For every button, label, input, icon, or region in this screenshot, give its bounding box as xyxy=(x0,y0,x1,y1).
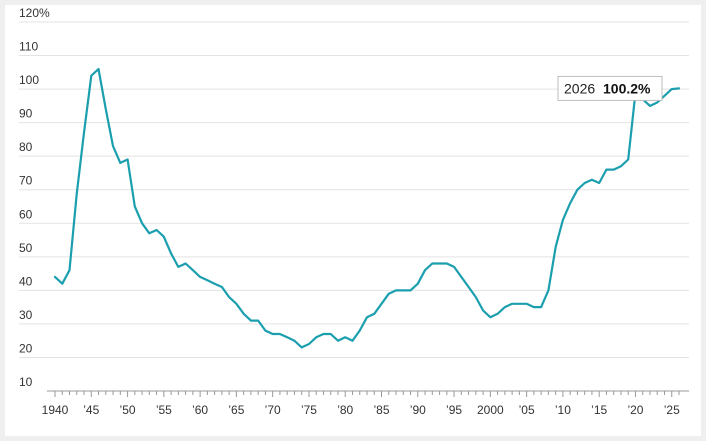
x-tick-label-1960: ’60 xyxy=(192,403,208,417)
y-tick-label-60: 60 xyxy=(19,207,33,221)
y-axis-labels: 10 20 30 40 50 60 70 80 90 100 110 120% xyxy=(19,6,50,389)
callout-year: 2026 xyxy=(564,80,595,96)
x-tick-label-2000: 2000 xyxy=(477,403,504,417)
y-tick-label-10: 10 xyxy=(19,375,33,389)
x-tick-label-1980: ’80 xyxy=(337,403,353,417)
x-tick-label-2010: ’10 xyxy=(555,403,571,417)
y-tick-label-30: 30 xyxy=(19,308,33,322)
callout-box xyxy=(557,75,663,101)
x-tick-label-1995: ’95 xyxy=(446,403,462,417)
y-tick-label-40: 40 xyxy=(19,274,33,288)
x-tick-label-1940: 1940 xyxy=(42,403,69,417)
x-tick-label-1975: ’75 xyxy=(301,403,317,417)
x-tick-label-2020: ’20 xyxy=(627,403,643,417)
series-layer xyxy=(53,67,681,349)
y-tick-label-90: 90 xyxy=(19,107,33,121)
x-axis: 1940 ’45 ’50 ’55 ’60 ’65 ’70 ’75 ’80 ’85 ’90 ’95 200… xyxy=(42,390,689,417)
x-tick-label-2025: ’25 xyxy=(664,403,680,417)
x-tick-label-1990: ’90 xyxy=(410,403,426,417)
debt-line-chart: 10 20 30 40 50 60 70 80 90 100 110 120% 1940 ’45 ’50 ’… xyxy=(19,6,689,417)
y-tick-label-50: 50 xyxy=(19,241,33,255)
x-tick-label-1945: ’45 xyxy=(83,403,99,417)
value-callout: 2026 100.2% xyxy=(557,75,663,101)
x-tick-label-1970: ’70 xyxy=(265,403,281,417)
y-tick-label-70: 70 xyxy=(19,174,33,188)
y-tick-label-100: 100 xyxy=(19,73,39,87)
x-tick-label-1955: ’55 xyxy=(156,403,172,417)
x-tick-label-1985: ’85 xyxy=(374,403,390,417)
x-tick-label-1965: ’65 xyxy=(228,403,244,417)
y-tick-label-120: 120% xyxy=(19,6,50,20)
x-tick-label-1950: ’50 xyxy=(120,403,136,417)
chart-frame: 10 20 30 40 50 60 70 80 90 100 110 120% 1940 ’45 ’50 ’… xyxy=(5,5,701,436)
y-tick-label-80: 80 xyxy=(19,140,33,154)
x-tick-label-2005: ’05 xyxy=(519,403,535,417)
x-tick-label-2015: ’15 xyxy=(591,403,607,417)
callout-value: 100.2% xyxy=(603,80,651,96)
y-tick-label-110: 110 xyxy=(19,40,38,54)
gridlines xyxy=(19,21,689,358)
series-line xyxy=(53,67,681,349)
y-tick-label-20: 20 xyxy=(19,341,33,355)
